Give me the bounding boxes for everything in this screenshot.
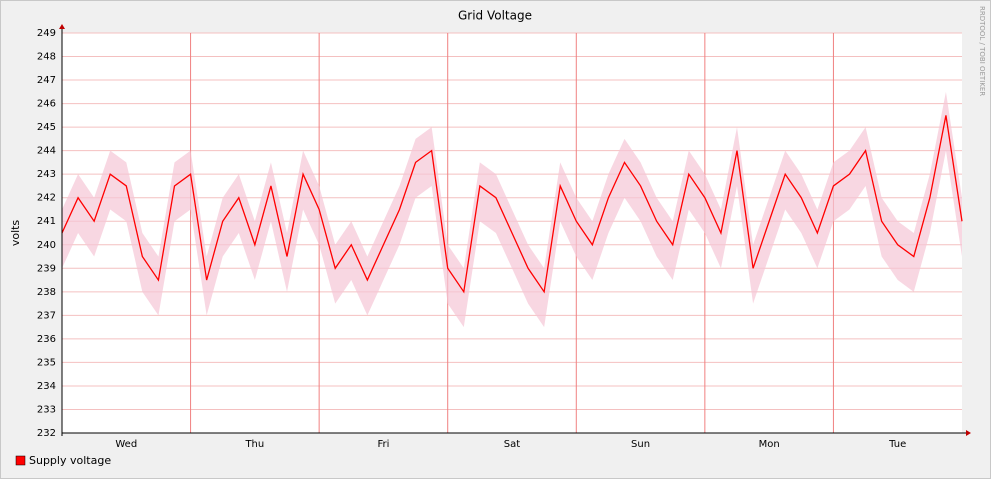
x-axis-arrow: [966, 430, 971, 436]
legend-swatch: [15, 455, 26, 466]
y-axis-label: volts: [9, 220, 22, 247]
y-tick-label: 233: [37, 404, 56, 415]
y-tick-label: 232: [37, 428, 56, 439]
y-tick-label: 244: [37, 146, 56, 157]
y-tick-label: 236: [37, 334, 56, 345]
y-tick-label: 243: [37, 169, 56, 180]
watermark: RRDTOOL / TOBI OETIKER: [978, 6, 986, 96]
y-tick-label: 240: [37, 240, 56, 251]
x-tick-label: Sat: [504, 439, 520, 450]
y-tick-label: 246: [37, 99, 56, 110]
y-tick-label: 248: [37, 52, 56, 63]
y-tick-label: 247: [37, 75, 56, 86]
legend-label: Supply voltage: [29, 454, 111, 467]
y-tick-label: 245: [37, 122, 56, 133]
x-tick-label: Mon: [759, 439, 780, 450]
y-tick-label: 237: [37, 310, 56, 321]
y-tick-label: 241: [37, 216, 56, 227]
data-line: [61, 115, 963, 294]
y-tick-label: 239: [37, 263, 56, 274]
y-tick-label: 238: [37, 287, 56, 298]
x-tick-label: Wed: [115, 439, 137, 450]
x-tick-label: Tue: [888, 439, 906, 450]
y-tick-label: 234: [37, 381, 56, 392]
y-tick-label: 235: [37, 357, 56, 368]
x-tick-label: Sun: [631, 439, 650, 450]
x-tick-label: Fri: [377, 439, 389, 450]
y-tick-label: 242: [37, 193, 56, 204]
x-tick-label: Thu: [244, 439, 264, 450]
chart-title: Grid Voltage: [458, 9, 532, 23]
y-tick-label: 249: [37, 28, 56, 39]
y-axis-arrow: [59, 24, 65, 29]
